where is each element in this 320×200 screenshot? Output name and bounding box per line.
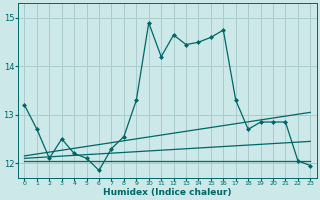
X-axis label: Humidex (Indice chaleur): Humidex (Indice chaleur) <box>103 188 232 197</box>
